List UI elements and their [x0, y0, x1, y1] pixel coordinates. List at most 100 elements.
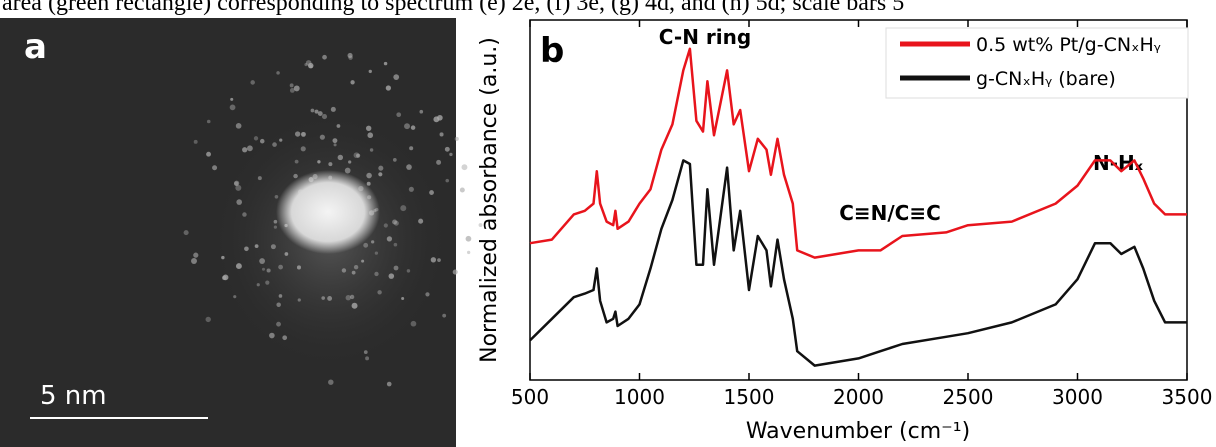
x-tick-label: 2000 — [833, 385, 884, 409]
atom — [377, 290, 382, 295]
spectrum-line — [529, 159, 1187, 367]
atom — [206, 119, 211, 124]
atom — [222, 274, 229, 281]
atom — [368, 69, 372, 74]
atom — [444, 146, 450, 152]
atom — [272, 142, 277, 147]
atom — [300, 146, 306, 152]
atom — [294, 131, 301, 137]
atom — [266, 268, 271, 273]
atom — [374, 271, 379, 277]
atom — [378, 165, 384, 171]
atom — [205, 316, 211, 323]
atom — [317, 160, 321, 164]
atom — [452, 269, 458, 275]
atom — [289, 87, 295, 93]
atom — [284, 252, 289, 256]
atom — [366, 181, 371, 186]
atom — [276, 71, 280, 75]
atom — [371, 240, 375, 244]
atom — [193, 252, 199, 258]
atom — [341, 268, 347, 273]
atom — [294, 159, 299, 164]
atom — [345, 295, 351, 301]
atom — [348, 160, 352, 164]
atom — [236, 199, 243, 205]
atom — [321, 114, 328, 120]
atom — [260, 138, 265, 144]
atom — [276, 321, 281, 327]
atom — [333, 143, 337, 147]
atom — [436, 159, 442, 165]
atom — [317, 111, 323, 116]
atom — [365, 356, 370, 361]
x-tick-label: 2500 — [943, 385, 994, 409]
atom — [445, 178, 450, 183]
atom — [406, 269, 411, 273]
panel-label: a — [24, 27, 47, 67]
atom — [183, 230, 189, 236]
atom — [408, 186, 414, 192]
atom — [401, 297, 405, 301]
atom — [221, 255, 225, 260]
atom — [261, 267, 265, 271]
atom — [250, 80, 255, 85]
atom — [361, 259, 365, 263]
atom — [409, 146, 414, 151]
atom — [319, 134, 325, 140]
atom — [437, 258, 441, 262]
atom — [257, 176, 262, 181]
atom — [297, 298, 301, 302]
atom — [410, 320, 417, 327]
micrograph-panel: a 5 nm — [0, 18, 483, 447]
legend-label: 0.5 wt% Pt/g-CNₓHᵧ — [976, 34, 1161, 56]
x-tick-label: 1500 — [724, 385, 775, 409]
atom — [235, 122, 242, 129]
atom — [356, 153, 361, 158]
atom — [393, 265, 399, 271]
atom — [454, 136, 459, 141]
atom — [353, 264, 359, 270]
atom — [386, 236, 393, 242]
atom — [273, 225, 278, 229]
atom — [233, 180, 240, 186]
atom — [253, 136, 259, 141]
spectrum-line — [529, 47, 1187, 259]
atom — [330, 106, 336, 112]
atom — [254, 244, 259, 249]
x-tick-label: 1000 — [614, 385, 665, 409]
atom — [328, 379, 334, 385]
atom — [235, 263, 242, 270]
panel-label: b — [540, 31, 564, 71]
atom — [367, 132, 374, 139]
atom — [353, 152, 360, 159]
legend — [885, 27, 1189, 99]
atom — [337, 154, 344, 161]
legend-label: g-CNₓHᵧ (bare) — [976, 68, 1116, 90]
atom — [406, 164, 412, 170]
atom — [301, 131, 306, 137]
atom — [386, 381, 392, 387]
atom — [246, 145, 253, 152]
atom — [383, 61, 388, 66]
atom — [478, 223, 483, 227]
atom — [256, 283, 260, 287]
atom — [392, 219, 398, 225]
atom — [289, 83, 294, 88]
atom — [322, 54, 327, 60]
atom — [193, 139, 198, 144]
atom — [393, 242, 398, 247]
atom — [336, 124, 341, 128]
atom — [270, 244, 276, 250]
annotation: C-N ring — [659, 25, 751, 49]
atom — [332, 138, 338, 144]
x-tick-label: 500 — [511, 385, 549, 409]
atom — [410, 125, 416, 130]
atom — [259, 258, 266, 264]
atom — [344, 167, 351, 174]
atom — [459, 187, 465, 193]
atom — [430, 257, 437, 263]
atom — [278, 264, 283, 270]
particle — [276, 170, 380, 254]
atom — [366, 172, 372, 179]
